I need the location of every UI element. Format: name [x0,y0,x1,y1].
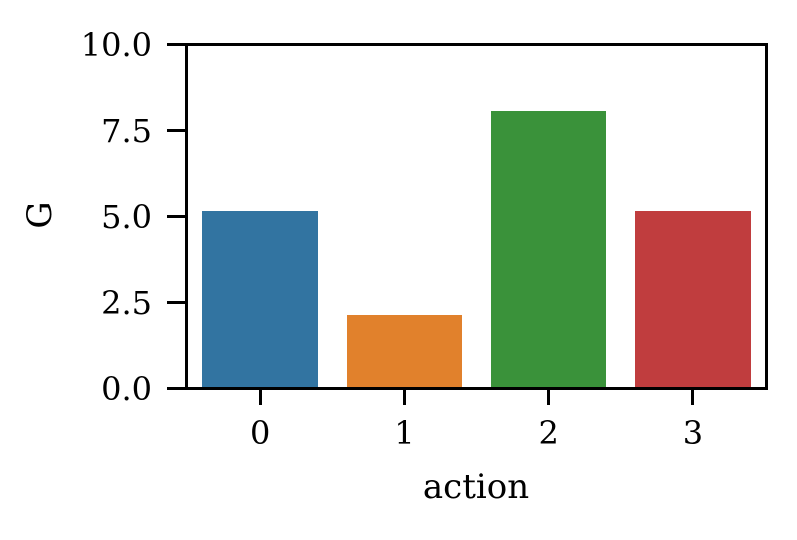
plot-area [185,43,768,390]
x-tick-label: 3 [682,414,704,452]
x-tick-mark [258,389,262,405]
y-tick-label: 0.0 [101,369,152,408]
y-tick-mark [167,43,185,46]
x-tick-mark [691,389,695,405]
y-tick-label: 7.5 [101,111,152,150]
y-tick-mark [167,387,185,390]
x-tick-mark [547,389,551,405]
x-tick-label: 1 [394,414,415,452]
x-tick-label: 0 [249,414,271,452]
y-tick-mark [167,215,185,218]
y-tick-label: 5.0 [101,197,152,236]
x-tick-mark [402,389,406,405]
y-tick-mark [167,129,185,132]
bars-layer [188,46,765,387]
y-tick-label: 2.5 [101,283,152,322]
y-tick-label: 10.0 [80,25,152,64]
bar-3 [635,211,751,387]
bar-2 [490,110,607,387]
bar-1 [346,315,463,387]
bar-0 [202,211,318,387]
x-axis-label: action [422,467,530,507]
x-tick-label: 2 [538,414,559,452]
y-tick-mark [167,301,185,304]
